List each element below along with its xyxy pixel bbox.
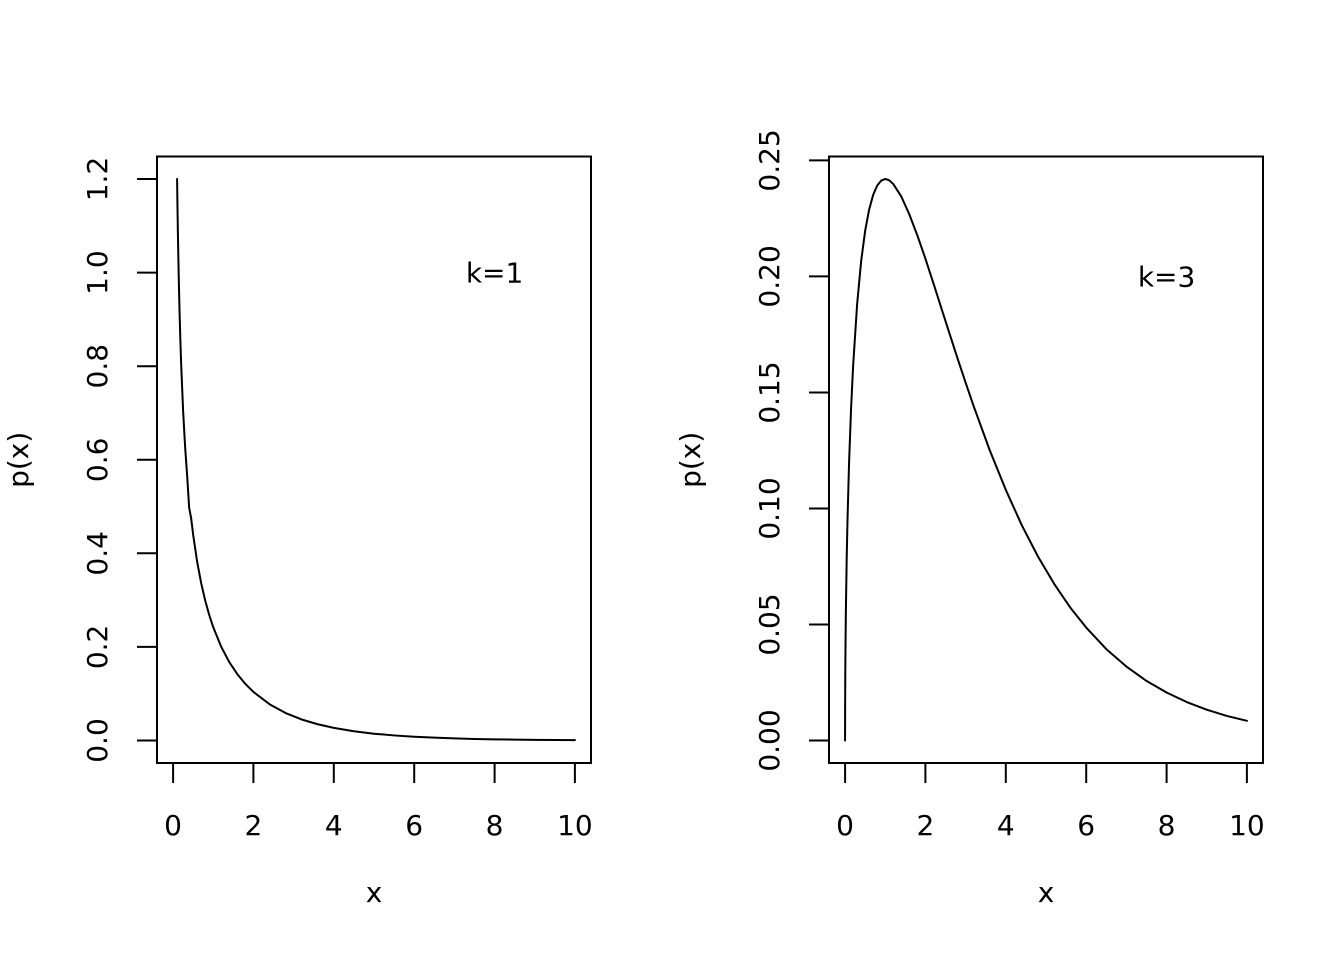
panel-k3: 0 2 4 6 8 10 0.00 0.05 0.10 0.15 0.20 0.25 x p(x) k=3: [674, 129, 1265, 909]
plot-box: [156, 155, 592, 764]
x-tick-label: 2: [244, 809, 262, 842]
x-tick-label: 6: [405, 809, 423, 842]
annotation-k3: k=3: [1138, 260, 1196, 293]
y-tick-label: 0.05: [753, 593, 786, 655]
x-tick-label: 0: [164, 809, 182, 842]
density-curve-k1: [176, 177, 576, 742]
y-tick-label: 0.25: [753, 129, 786, 191]
y-tick-label: 1.2: [81, 157, 114, 202]
y-tick-label: 1.0: [81, 250, 114, 295]
y-tick-label: 0.8: [81, 344, 114, 389]
x-axis-title: x: [366, 876, 383, 909]
x-tick-label: 6: [1077, 809, 1095, 842]
y-tick-label: 0.2: [81, 625, 114, 670]
x-tick-label: 10: [1229, 809, 1265, 842]
y-tick-label: 0.10: [753, 477, 786, 539]
y-tick-label: 0.20: [753, 245, 786, 307]
x-axis-title: x: [1038, 876, 1055, 909]
x-tick-label: 8: [486, 809, 504, 842]
x-tick-label: 10: [557, 809, 593, 842]
density-curve-k3: [844, 177, 1248, 742]
y-tick-label: 0.6: [81, 438, 114, 483]
y-tick-label: 0.00: [753, 709, 786, 771]
y-tick-label: 0.4: [81, 531, 114, 576]
y-axis-title: p(x): [2, 432, 35, 488]
x-tick-label: 4: [997, 809, 1015, 842]
y-tick-label: 0.15: [753, 361, 786, 423]
panel-k1: 0 2 4 6 8 10 0.0 0.2 0.4 0.6 0.8 1.0 1.2 x p(x) k=1: [2, 155, 593, 909]
x-tick-label: 2: [916, 809, 934, 842]
x-tick-label: 8: [1158, 809, 1176, 842]
plot-box: [828, 155, 1264, 764]
y-axis-title: p(x): [674, 432, 707, 488]
annotation-k1: k=1: [466, 257, 524, 290]
x-tick-label: 0: [836, 809, 854, 842]
x-tick-label: 4: [325, 809, 343, 842]
y-tick-label: 0.0: [81, 718, 114, 763]
